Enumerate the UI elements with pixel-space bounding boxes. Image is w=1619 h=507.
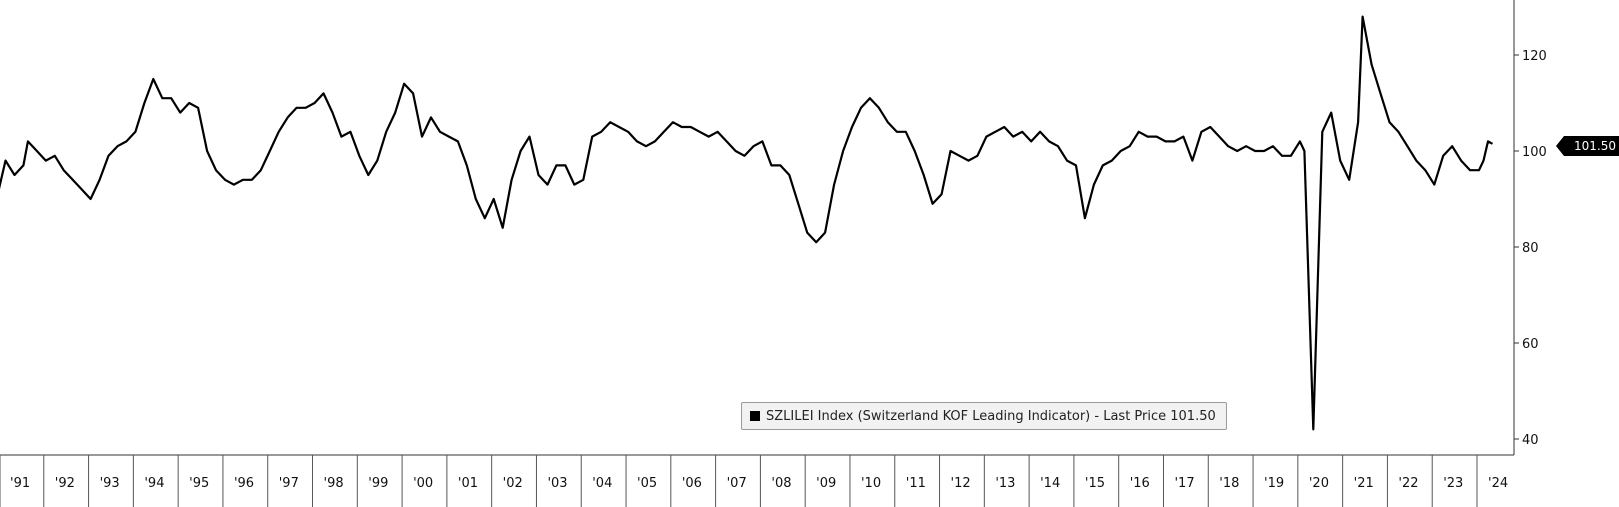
x-tick-label: '02 xyxy=(503,476,523,491)
x-tick-label: '05 xyxy=(637,476,657,491)
legend-swatch xyxy=(750,411,760,421)
x-tick-label: '91 xyxy=(10,476,30,491)
y-tick-label: 40 xyxy=(1522,433,1539,448)
x-tick-label: '96 xyxy=(234,476,254,491)
x-tick-label: '15 xyxy=(1085,476,1105,491)
x-tick-label: '01 xyxy=(458,476,478,491)
x-tick-label: '95 xyxy=(189,476,209,491)
x-tick-label: '04 xyxy=(592,476,612,491)
x-tick-label: '18 xyxy=(1219,476,1239,491)
x-tick-label: '20 xyxy=(1309,476,1329,491)
x-tick-label: '22 xyxy=(1398,476,1418,491)
legend-label: SZLILEI Index (Switzerland KOF Leading I… xyxy=(766,408,1216,424)
x-tick-label: '03 xyxy=(547,476,567,491)
x-tick-label: '94 xyxy=(144,476,164,491)
x-tick-label: '00 xyxy=(413,476,433,491)
x-tick-label: '06 xyxy=(682,476,702,491)
x-tick-label: '92 xyxy=(55,476,75,491)
x-tick-label: '17 xyxy=(1174,476,1194,491)
x-tick-label: '07 xyxy=(727,476,747,491)
x-tick-label: '98 xyxy=(324,476,344,491)
y-tick-label: 120 xyxy=(1522,49,1547,64)
x-tick-label: '21 xyxy=(1354,476,1374,491)
x-tick-label: '24 xyxy=(1488,476,1508,491)
x-tick-label: '08 xyxy=(771,476,791,491)
x-tick-label: '97 xyxy=(279,476,299,491)
x-tick-label: '23 xyxy=(1443,476,1463,491)
x-tick-label: '13 xyxy=(995,476,1015,491)
last-price-badge: 101.50 xyxy=(1556,136,1619,156)
x-tick-label: '14 xyxy=(1040,476,1060,491)
y-tick-label: 60 xyxy=(1522,337,1539,352)
x-tick-label: '99 xyxy=(368,476,388,491)
x-tick-label: '12 xyxy=(951,476,971,491)
x-tick-label: '16 xyxy=(1130,476,1150,491)
x-tick-label: '09 xyxy=(816,476,836,491)
y-tick-label: 100 xyxy=(1522,145,1547,160)
plot-area xyxy=(0,15,1494,431)
series-line-kof-leading-indicator xyxy=(0,15,1494,431)
legend: SZLILEI Index (Switzerland KOF Leading I… xyxy=(741,402,1227,430)
x-axis: '91 '92 '93 '94 '95 '96 '97 '98 '99 '00 '01 '02 '03 '… xyxy=(0,454,1514,507)
x-tick-label: '19 xyxy=(1264,476,1284,491)
y-tick-label: 80 xyxy=(1522,241,1539,256)
x-tick-label: '11 xyxy=(906,476,926,491)
x-tick-label: '10 xyxy=(861,476,881,491)
y-axis: 40 60 80 100 120 xyxy=(1513,0,1547,455)
x-tick-label: '93 xyxy=(100,476,120,491)
